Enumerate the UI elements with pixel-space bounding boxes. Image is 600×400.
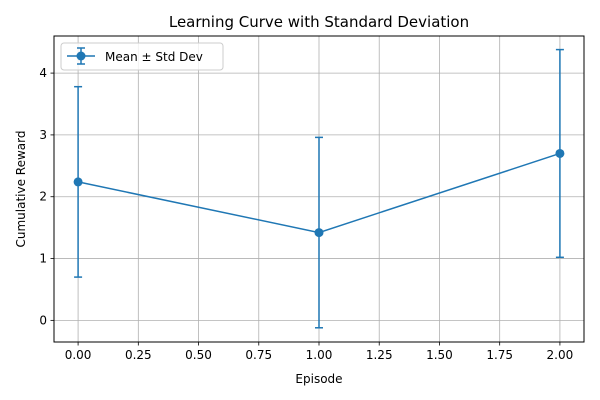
chart-title: Learning Curve with Standard Deviation: [169, 13, 469, 31]
x-tick-label: 0.25: [125, 348, 152, 362]
legend: Mean ± Std Dev: [60, 42, 224, 71]
y-tick-label: 1: [39, 252, 47, 266]
tick-layer: 0.00 0.25 0.50 0.75 1.00 1.25 1.50 1.75 2.00 0 1 2 3…: [39, 66, 573, 362]
x-tick-label: 1.00: [306, 348, 333, 362]
data-point: [555, 148, 565, 158]
x-tick-label: 0.50: [185, 348, 212, 362]
y-tick-label: 2: [39, 190, 47, 204]
y-axis-label: Cumulative Reward: [14, 131, 28, 248]
series-layer: [73, 48, 565, 329]
x-tick-label: 0.00: [65, 348, 92, 362]
y-tick-label: 0: [39, 313, 47, 327]
x-tick-label: 1.50: [426, 348, 453, 362]
x-tick-label: 2.00: [547, 348, 574, 362]
legend-marker: [67, 47, 95, 65]
data-point: [73, 177, 83, 187]
x-tick-label: 1.25: [366, 348, 393, 362]
x-tick-label: 1.75: [486, 348, 513, 362]
legend-label: Mean ± Std Dev: [105, 50, 203, 64]
x-tick-label: 0.75: [245, 348, 272, 362]
y-tick-label: 4: [39, 66, 47, 80]
legend-box: [60, 42, 224, 71]
y-tick-label: 3: [39, 128, 47, 142]
legend-point: [76, 51, 86, 61]
data-point: [314, 228, 324, 238]
x-axis-label: Episode: [295, 372, 342, 386]
